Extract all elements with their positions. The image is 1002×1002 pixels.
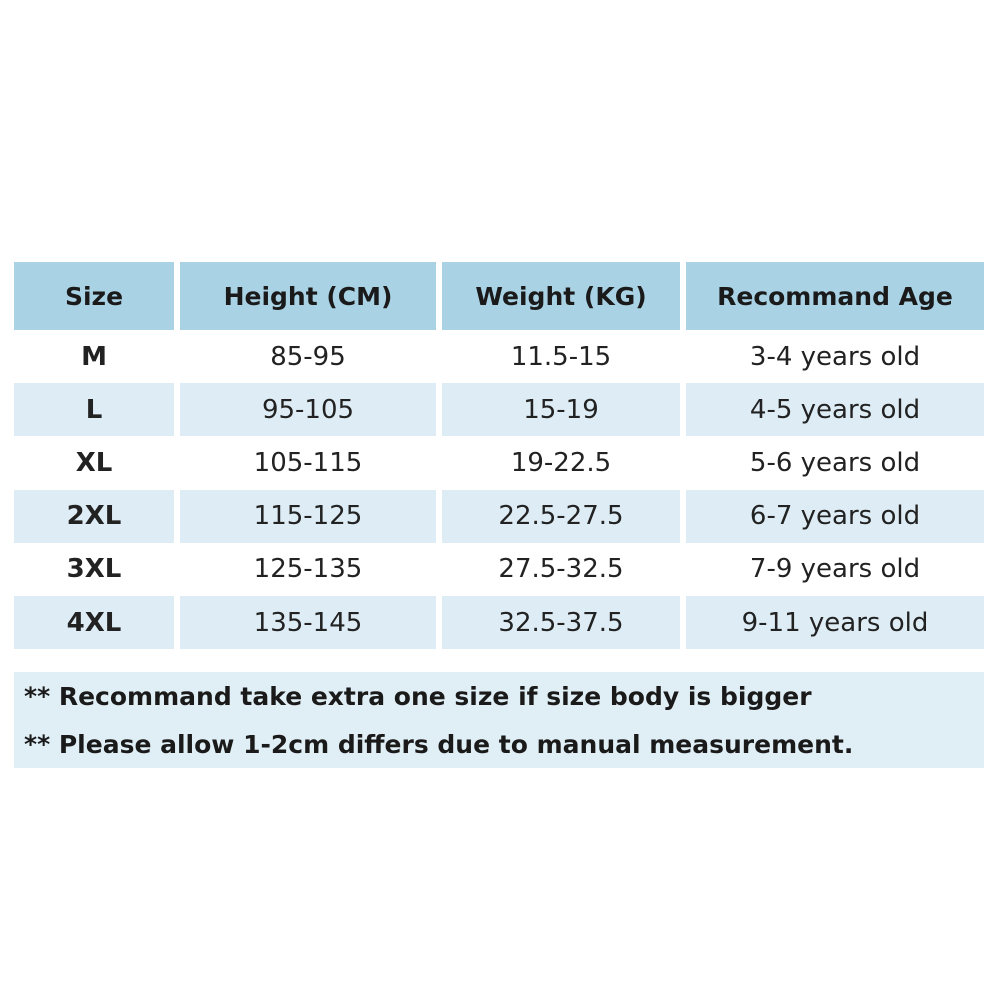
table-cell: 32.5-37.5 — [442, 596, 680, 649]
table-cell: 125-135 — [253, 554, 363, 585]
header-cell: Size — [14, 262, 174, 330]
table-cell: 85-95 — [270, 341, 346, 372]
table-cell: 15-19 — [442, 383, 680, 437]
header-cell: Height (CM) — [180, 262, 436, 330]
table-cell: 27.5-32.5 — [498, 554, 624, 585]
table-cell: 105-115 — [253, 447, 363, 478]
table-cell: 115-125 — [180, 489, 436, 543]
table-cell: 2XL — [14, 489, 174, 543]
note: ** Please allow 1-2cm differs due to man… — [24, 730, 854, 759]
table-cell: 9-11 years old — [686, 596, 984, 649]
table-cell: 22.5-27.5 — [442, 489, 680, 543]
table-cell: 6-7 years old — [686, 489, 984, 543]
table-cell: 4-5 years old — [686, 383, 984, 437]
table-cell: 5-6 years old — [749, 447, 921, 478]
header-cell: Recommand Age — [686, 262, 984, 330]
table-cell: L — [14, 383, 174, 437]
table-cell: 95-105 — [180, 383, 436, 437]
note: ** Recommand take extra one size if size… — [24, 682, 812, 711]
table-cell: 135-145 — [180, 596, 436, 649]
table-cell: 3XL — [66, 554, 122, 585]
table-cell: 7-9 years old — [749, 554, 921, 585]
table-cell: XL — [75, 447, 113, 478]
table-cell: 4XL — [14, 596, 174, 649]
table-cell: 11.5-15 — [510, 341, 612, 372]
table-cell: M — [81, 341, 107, 372]
header-cell: Weight (KG) — [442, 262, 680, 330]
notes-panel: ** Recommand take extra one size if size… — [14, 672, 984, 768]
table-cell: 19-22.5 — [510, 447, 612, 478]
table-cell: 3-4 years old — [749, 341, 921, 372]
